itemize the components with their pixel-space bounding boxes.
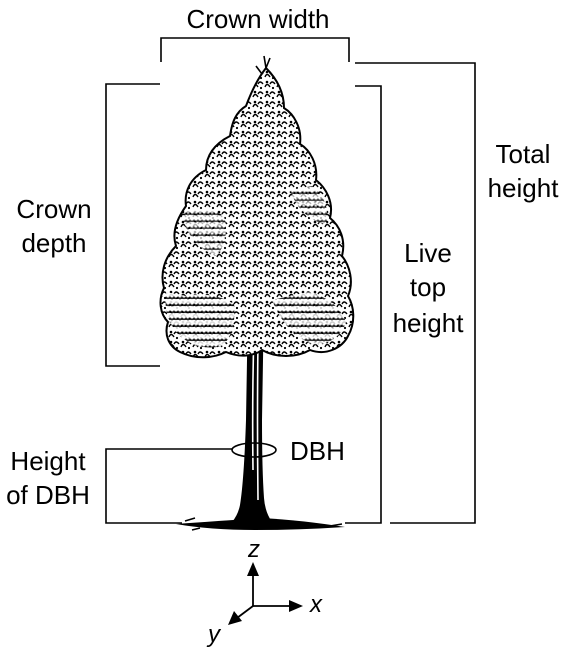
- axes-icon: z x y: [206, 536, 323, 648]
- y-axis-label: y: [206, 621, 222, 648]
- live-top-height-bracket: [345, 85, 382, 524]
- tree-crown: [159, 66, 355, 359]
- height-of-dbh-label-line1: Height: [10, 446, 86, 476]
- x-arrowhead: [289, 600, 303, 612]
- dbh-ring: [231, 442, 277, 458]
- crown-width-bracket: [160, 37, 350, 62]
- ground-shadow: [176, 518, 345, 530]
- live-top-height-label-line1: Live: [404, 238, 452, 268]
- z-arrowhead: [247, 562, 259, 576]
- total-height-label-line2: height: [488, 173, 560, 203]
- crown-depth-bracket: [105, 83, 160, 367]
- x-axis-label: x: [309, 591, 323, 618]
- crown-depth-label-line2: depth: [21, 228, 86, 258]
- total-height-label-line1: Total: [496, 139, 551, 169]
- crown-depth-label-line1: Crown: [16, 194, 91, 224]
- live-top-height-label-line2: top: [410, 272, 446, 302]
- tree-icon: [159, 55, 355, 531]
- height-of-dbh-bracket: [105, 448, 232, 524]
- crown-width-label: Crown width: [186, 4, 329, 34]
- live-top-height-label-line3: height: [393, 308, 465, 338]
- total-height-bracket: [355, 62, 476, 524]
- height-of-dbh-label-line2: of DBH: [6, 480, 90, 510]
- dbh-label: DBH: [290, 436, 345, 466]
- z-axis-label: z: [247, 536, 260, 563]
- y-arrowhead: [228, 611, 242, 625]
